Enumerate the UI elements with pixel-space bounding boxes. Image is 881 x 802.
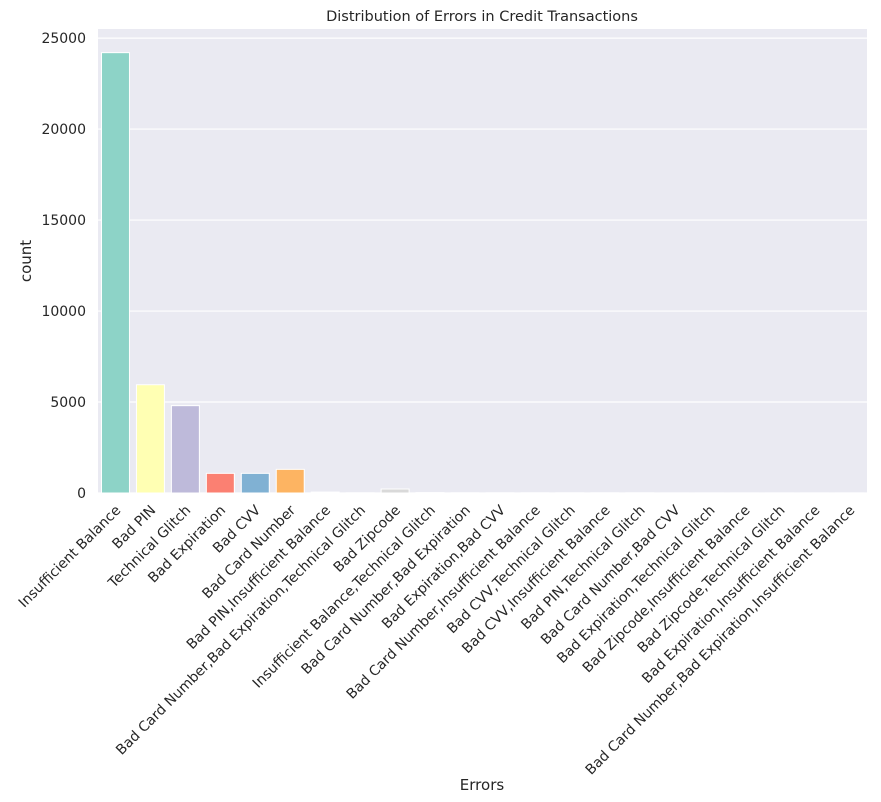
plot-area [98,29,867,493]
y-tick-labels: 0 5000 10000 15000 20000 25000 [41,31,86,502]
y-tick-label: 0 [77,486,86,502]
bars [100,52,865,494]
y-tick-label: 5000 [50,395,86,411]
y-axis-label: count [17,240,35,282]
bar [100,52,130,494]
bar [205,472,235,494]
x-axis-label: Errors [460,776,505,794]
chart-title: Distribution of Errors in Credit Transac… [326,9,638,25]
bar [240,472,270,494]
y-tick-label: 20000 [41,122,86,138]
y-tick-label: 25000 [41,31,86,47]
x-tick-label: Insufficient Balance [16,503,125,612]
y-tick-label: 10000 [41,304,86,320]
bar [380,488,410,494]
bar [135,384,165,494]
bar [310,491,340,494]
bar [170,405,200,494]
y-tick-label: 15000 [41,213,86,229]
bar [275,468,305,494]
